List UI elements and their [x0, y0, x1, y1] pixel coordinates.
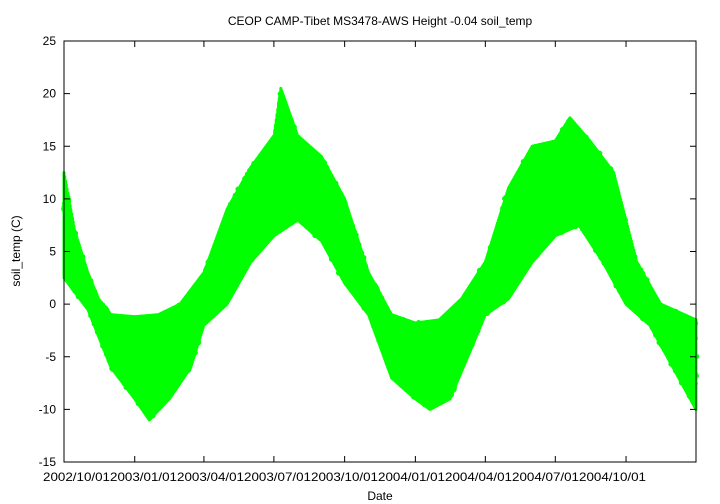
y-axis: -15 -10 -5 0 5 10 15 20 25 — [39, 34, 696, 469]
y-axis-label: soil_temp (C) — [9, 215, 23, 286]
chart-title: CEOP CAMP-Tibet MS3478-AWS Height -0.04 … — [228, 14, 533, 28]
x-axis — [63, 41, 627, 462]
y-tick-label: 0 — [49, 297, 56, 311]
series-0 — [61, 86, 700, 422]
x-axis-label: Date — [367, 489, 393, 503]
y-tick-label: -15 — [39, 455, 57, 469]
x-tick-labels: 2002/10/012003/01/012003/04/012003/07/01… — [43, 470, 646, 484]
data-point — [694, 353, 700, 360]
data-layer — [61, 86, 700, 422]
y-tick-label: -5 — [45, 350, 56, 364]
y-tick-label: 20 — [43, 87, 57, 101]
y-tick-label: 25 — [43, 34, 57, 48]
y-tick-label: -10 — [39, 402, 57, 416]
y-tick-label: 5 — [49, 245, 56, 259]
y-tick-label: 15 — [43, 139, 57, 153]
y-tick-label: 10 — [43, 192, 57, 206]
